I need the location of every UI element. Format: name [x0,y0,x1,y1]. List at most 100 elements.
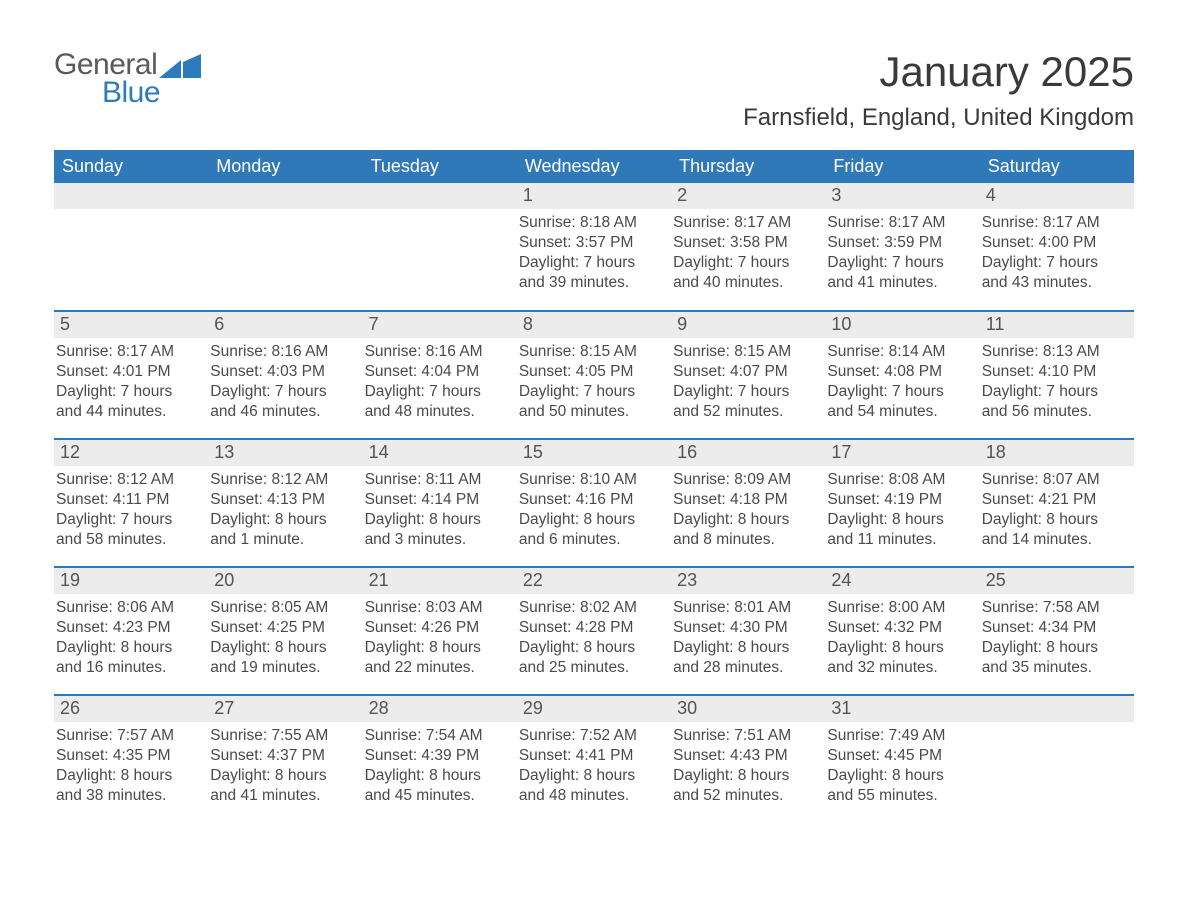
day-body: Sunrise: 7:58 AMSunset: 4:34 PMDaylight:… [980,594,1134,683]
sunset-text: Sunset: 4:05 PM [519,362,665,382]
day-body: Sunrise: 8:12 AMSunset: 4:13 PMDaylight:… [208,466,362,555]
day-number: 11 [980,312,1134,338]
daylight-text: Daylight: 7 hours and 44 minutes. [56,382,202,422]
day-body: Sunrise: 8:03 AMSunset: 4:26 PMDaylight:… [363,594,517,683]
sunrise-text: Sunrise: 8:00 AM [827,598,973,618]
daylight-text: Daylight: 8 hours and 32 minutes. [827,638,973,678]
daylight-text: Daylight: 8 hours and 25 minutes. [519,638,665,678]
sunrise-text: Sunrise: 8:16 AM [365,342,511,362]
day-number [208,183,362,209]
day-body: Sunrise: 8:14 AMSunset: 4:08 PMDaylight:… [825,338,979,427]
sunset-text: Sunset: 4:00 PM [982,233,1128,253]
day-number: 17 [825,440,979,466]
day-number: 27 [208,696,362,722]
day-number: 6 [208,312,362,338]
day-number: 21 [363,568,517,594]
sunset-text: Sunset: 4:18 PM [673,490,819,510]
day-body: Sunrise: 8:15 AMSunset: 4:05 PMDaylight:… [517,338,671,427]
sunset-text: Sunset: 4:04 PM [365,362,511,382]
sunrise-text: Sunrise: 8:17 AM [56,342,202,362]
daylight-text: Daylight: 7 hours and 48 minutes. [365,382,511,422]
day-cell [208,183,362,311]
day-body: Sunrise: 8:15 AMSunset: 4:07 PMDaylight:… [671,338,825,427]
sunrise-text: Sunrise: 8:16 AM [210,342,356,362]
sunrise-text: Sunrise: 8:17 AM [673,213,819,233]
sunset-text: Sunset: 4:28 PM [519,618,665,638]
day-cell [54,183,208,311]
day-number: 20 [208,568,362,594]
sunrise-text: Sunrise: 7:49 AM [827,726,973,746]
day-body: Sunrise: 8:08 AMSunset: 4:19 PMDaylight:… [825,466,979,555]
day-cell: 3Sunrise: 8:17 AMSunset: 3:59 PMDaylight… [825,183,979,311]
daylight-text: Daylight: 8 hours and 38 minutes. [56,766,202,806]
daylight-text: Daylight: 7 hours and 40 minutes. [673,253,819,293]
daylight-text: Daylight: 8 hours and 3 minutes. [365,510,511,550]
daylight-text: Daylight: 7 hours and 56 minutes. [982,382,1128,422]
day-body: Sunrise: 8:12 AMSunset: 4:11 PMDaylight:… [54,466,208,555]
daylight-text: Daylight: 8 hours and 45 minutes. [365,766,511,806]
day-body: Sunrise: 7:49 AMSunset: 4:45 PMDaylight:… [825,722,979,811]
day-cell: 17Sunrise: 8:08 AMSunset: 4:19 PMDayligh… [825,439,979,567]
sunrise-text: Sunrise: 8:09 AM [673,470,819,490]
day-body: Sunrise: 8:16 AMSunset: 4:03 PMDaylight:… [208,338,362,427]
day-number: 4 [980,183,1134,209]
daylight-text: Daylight: 8 hours and 28 minutes. [673,638,819,678]
day-cell: 2Sunrise: 8:17 AMSunset: 3:58 PMDaylight… [671,183,825,311]
daylight-text: Daylight: 8 hours and 11 minutes. [827,510,973,550]
day-cell: 24Sunrise: 8:00 AMSunset: 4:32 PMDayligh… [825,567,979,695]
sunrise-text: Sunrise: 8:15 AM [519,342,665,362]
day-body: Sunrise: 7:54 AMSunset: 4:39 PMDaylight:… [363,722,517,811]
week-row: 5Sunrise: 8:17 AMSunset: 4:01 PMDaylight… [54,311,1134,439]
daylight-text: Daylight: 8 hours and 48 minutes. [519,766,665,806]
sunset-text: Sunset: 4:34 PM [982,618,1128,638]
day-cell: 1Sunrise: 8:18 AMSunset: 3:57 PMDaylight… [517,183,671,311]
day-number: 10 [825,312,979,338]
sunset-text: Sunset: 4:43 PM [673,746,819,766]
day-number [54,183,208,209]
day-number: 22 [517,568,671,594]
day-body: Sunrise: 7:51 AMSunset: 4:43 PMDaylight:… [671,722,825,811]
daylight-text: Daylight: 8 hours and 41 minutes. [210,766,356,806]
day-number: 31 [825,696,979,722]
day-number: 23 [671,568,825,594]
day-cell: 6Sunrise: 8:16 AMSunset: 4:03 PMDaylight… [208,311,362,439]
day-number: 9 [671,312,825,338]
day-body: Sunrise: 8:17 AMSunset: 3:58 PMDaylight:… [671,209,825,298]
day-cell: 29Sunrise: 7:52 AMSunset: 4:41 PMDayligh… [517,695,671,823]
sunset-text: Sunset: 4:07 PM [673,362,819,382]
location: Farnsfield, England, United Kingdom [743,104,1134,132]
day-cell: 30Sunrise: 7:51 AMSunset: 4:43 PMDayligh… [671,695,825,823]
day-body: Sunrise: 8:01 AMSunset: 4:30 PMDaylight:… [671,594,825,683]
sunset-text: Sunset: 4:41 PM [519,746,665,766]
day-number: 19 [54,568,208,594]
day-body: Sunrise: 8:07 AMSunset: 4:21 PMDaylight:… [980,466,1134,555]
sunset-text: Sunset: 4:21 PM [982,490,1128,510]
daylight-text: Daylight: 7 hours and 41 minutes. [827,253,973,293]
day-body: Sunrise: 8:00 AMSunset: 4:32 PMDaylight:… [825,594,979,683]
sunrise-text: Sunrise: 8:15 AM [673,342,819,362]
daylight-text: Daylight: 7 hours and 39 minutes. [519,253,665,293]
sunset-text: Sunset: 4:16 PM [519,490,665,510]
daylight-text: Daylight: 8 hours and 19 minutes. [210,638,356,678]
sunset-text: Sunset: 4:45 PM [827,746,973,766]
day-cell: 25Sunrise: 7:58 AMSunset: 4:34 PMDayligh… [980,567,1134,695]
day-cell: 5Sunrise: 8:17 AMSunset: 4:01 PMDaylight… [54,311,208,439]
sunset-text: Sunset: 4:35 PM [56,746,202,766]
sunrise-text: Sunrise: 8:06 AM [56,598,202,618]
sunrise-text: Sunrise: 8:12 AM [56,470,202,490]
sunset-text: Sunset: 4:19 PM [827,490,973,510]
sunset-text: Sunset: 4:25 PM [210,618,356,638]
sunrise-text: Sunrise: 7:58 AM [982,598,1128,618]
dayname-tue: Tuesday [363,150,517,183]
day-number: 28 [363,696,517,722]
day-number: 14 [363,440,517,466]
day-body: Sunrise: 8:05 AMSunset: 4:25 PMDaylight:… [208,594,362,683]
day-number: 30 [671,696,825,722]
sunrise-text: Sunrise: 8:05 AM [210,598,356,618]
flag-icon [159,54,201,78]
logo-word-blue: Blue [102,76,201,110]
daylight-text: Daylight: 8 hours and 16 minutes. [56,638,202,678]
day-number: 8 [517,312,671,338]
day-body: Sunrise: 7:55 AMSunset: 4:37 PMDaylight:… [208,722,362,811]
week-row: 26Sunrise: 7:57 AMSunset: 4:35 PMDayligh… [54,695,1134,823]
